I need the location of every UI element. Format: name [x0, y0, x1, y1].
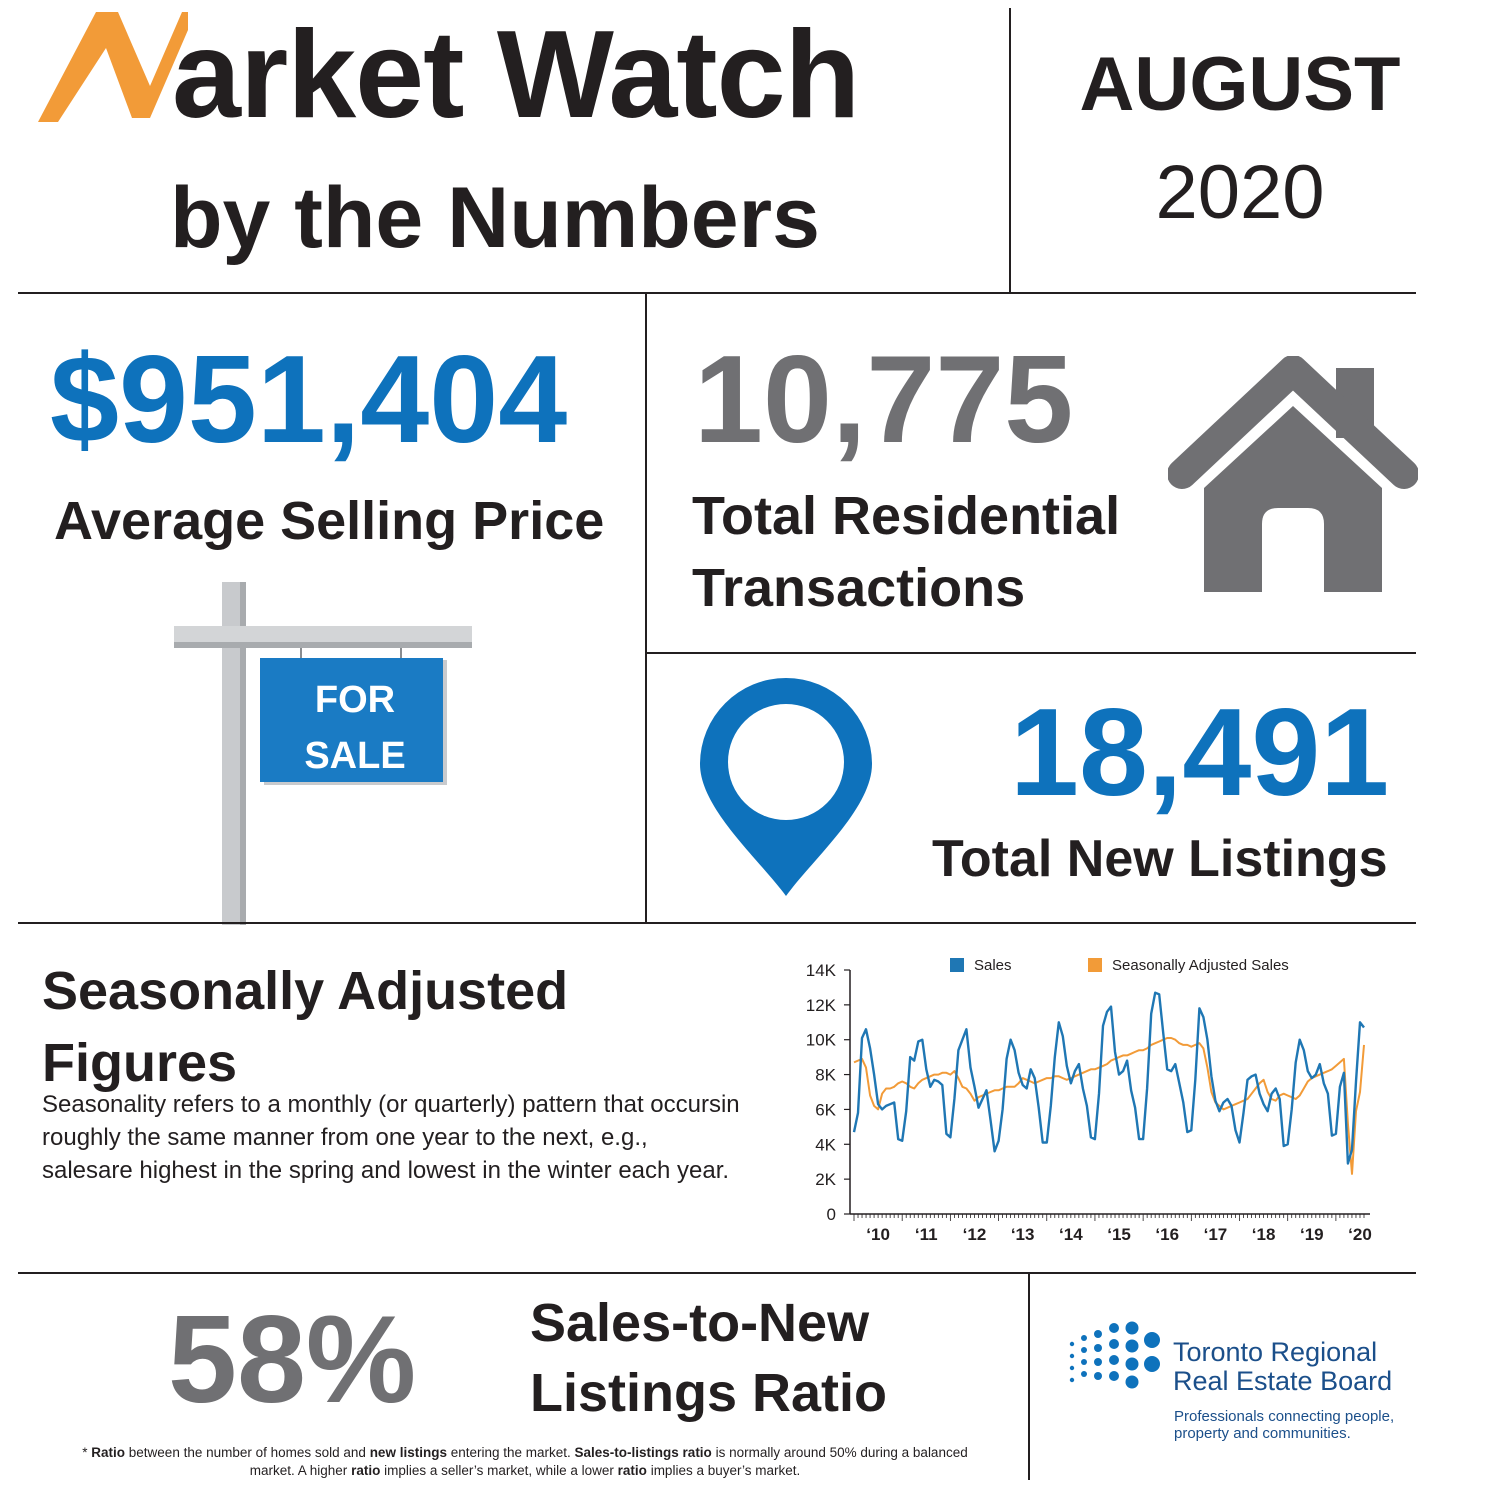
new-listings-value: 18,491	[1010, 684, 1390, 822]
market-watch-logo	[38, 8, 188, 128]
logo-dot	[1069, 1365, 1075, 1371]
divider	[1009, 8, 1011, 292]
x-tick-label: ‘14	[1059, 1225, 1083, 1244]
seasonal-description: Seasonality refers to a monthly (or quar…	[42, 1091, 740, 1184]
ratio-footnote: * Ratio between the number of homes sold…	[82, 1445, 968, 1478]
seasonal-title-line-1: Seasonally Adjusted	[42, 961, 569, 1021]
logo-dot	[1081, 1347, 1087, 1353]
average-price-value: $951,404	[50, 331, 568, 469]
logo-dot	[1109, 1339, 1119, 1349]
logo-dot	[1081, 1371, 1087, 1377]
logo-dot	[1094, 1358, 1102, 1366]
for-sale-sign-text: FOR SALE	[264, 672, 446, 784]
legend-sales-label: Sales	[974, 957, 1012, 974]
x-tick-label: ‘19	[1300, 1225, 1324, 1244]
trreb-name: Toronto Regional Real Estate Board	[1173, 1338, 1433, 1396]
page-subtitle: by the Numbers	[170, 170, 820, 266]
divider	[18, 1272, 1416, 1274]
house-icon	[1167, 355, 1419, 596]
legend-sales: Sales	[950, 957, 1012, 975]
x-tick-label: ‘15	[1107, 1225, 1131, 1244]
logo-dot	[1094, 1344, 1102, 1352]
divider	[645, 292, 647, 924]
new-listings-label: Total New Listings	[932, 830, 1388, 888]
y-tick-label: 6K	[815, 1100, 836, 1119]
ratio-label-line-2: Listings Ratio	[530, 1363, 888, 1423]
legend-seasonally-adjusted: Seasonally Adjusted Sales	[1088, 957, 1289, 975]
logo-dot	[1109, 1323, 1119, 1333]
y-tick-label: 12K	[806, 996, 837, 1015]
sales-series-line	[852, 991, 1365, 1165]
sign-line-2: SALE	[304, 735, 406, 777]
x-tick-label: ‘11	[915, 1225, 938, 1244]
ratio-label-line-1: Sales-to-New	[530, 1293, 870, 1353]
transactions-value: 10,775	[694, 331, 1074, 469]
sign-line-1: FOR	[314, 679, 396, 721]
x-tick-label: ‘12	[963, 1225, 987, 1244]
sales-chart: 0 2K 4K 6K 8K 10K 12K 14K ‘10 ‘11 ‘12 ‘13 ‘14 ‘15 ‘16 ‘…	[780, 948, 1380, 1248]
logo-dot	[1069, 1377, 1075, 1383]
legend-sales-swatch	[950, 958, 964, 972]
location-pin-icon	[698, 676, 874, 898]
legend-sa-swatch	[1088, 958, 1102, 972]
x-tick-label: ‘13	[1011, 1225, 1035, 1244]
for-sale-sign-icon	[170, 580, 480, 925]
y-tick-label: 8K	[815, 1066, 836, 1085]
x-tick-label: ‘17	[1204, 1225, 1228, 1244]
trreb-name-line-2: Real Estate Board	[1173, 1366, 1393, 1396]
y-tick-label: 0	[827, 1205, 836, 1224]
logo-dot	[1081, 1359, 1087, 1365]
logo-dot	[1069, 1341, 1075, 1347]
trreb-tagline: Professionals connecting people, propert…	[1174, 1408, 1414, 1442]
report-year: 2020	[1155, 150, 1325, 235]
logo-dot	[1109, 1355, 1119, 1365]
trreb-name-line-1: Toronto Regional	[1173, 1337, 1378, 1367]
x-tick-label: ‘20	[1348, 1225, 1372, 1244]
divider	[18, 922, 1416, 924]
divider	[647, 652, 1416, 654]
seasonal-title-line-2: Figures	[42, 1033, 238, 1093]
y-tick-label: 14K	[806, 961, 837, 980]
divider	[1028, 1274, 1030, 1480]
trreb-tagline-line-2: property and communities.	[1174, 1425, 1351, 1442]
logo-dot	[1125, 1357, 1139, 1371]
transactions-label-line-1: Total Residential	[692, 486, 1121, 546]
logo-dot	[1144, 1356, 1160, 1372]
logo-dot	[1125, 1339, 1139, 1353]
x-tick-label: ‘16	[1155, 1225, 1179, 1244]
logo-dot	[1094, 1372, 1102, 1380]
trreb-logo-dots-icon	[1066, 1320, 1162, 1392]
logo-dot	[1125, 1375, 1139, 1389]
ratio-label: Sales-to-New Listings Ratio	[530, 1288, 950, 1428]
logo-m-icon	[38, 12, 188, 122]
seasonal-title: Seasonally Adjusted Figures	[42, 955, 642, 1099]
transactions-label-line-2: Transactions	[692, 558, 1026, 618]
logo-dot	[1109, 1371, 1119, 1381]
sales-line-chart: 0 2K 4K 6K 8K 10K 12K 14K ‘10 ‘11 ‘12 ‘13 ‘14 ‘15 ‘16 ‘…	[806, 961, 1372, 1244]
logo-dot	[1144, 1332, 1160, 1348]
y-tick-label: 10K	[806, 1031, 837, 1050]
seasonally-adjusted-series-line	[853, 1037, 1365, 1175]
logo-dot	[1081, 1335, 1087, 1341]
x-tick-label: ‘18	[1252, 1225, 1276, 1244]
x-tick-label: ‘10	[866, 1225, 890, 1244]
logo-dot	[1125, 1321, 1139, 1335]
average-price-label: Average Selling Price	[54, 491, 605, 551]
y-tick-label: 4K	[815, 1135, 836, 1154]
y-tick-label: 2K	[815, 1170, 836, 1189]
transactions-label: Total Residential Transactions	[692, 480, 1152, 624]
report-month: AUGUST	[1079, 42, 1401, 127]
ratio-value: 58%	[168, 1291, 417, 1429]
logo-dot	[1069, 1353, 1075, 1359]
legend-sa-label: Seasonally Adjusted Sales	[1112, 957, 1289, 974]
page-title: arket Watch	[172, 6, 860, 144]
logo-dot	[1094, 1330, 1102, 1338]
divider	[18, 292, 1416, 294]
trreb-tagline-line-1: Professionals connecting people,	[1174, 1408, 1395, 1425]
